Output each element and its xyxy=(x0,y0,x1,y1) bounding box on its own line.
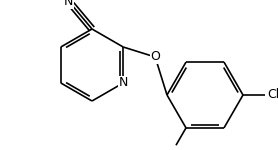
Text: O: O xyxy=(150,51,160,63)
Text: N: N xyxy=(118,76,128,90)
Text: Cl: Cl xyxy=(267,88,278,102)
Text: N: N xyxy=(64,0,74,8)
